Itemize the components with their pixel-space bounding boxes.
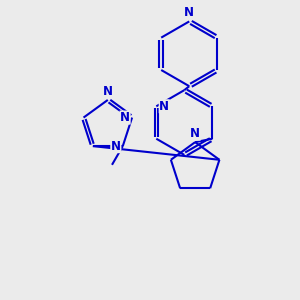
Text: N: N	[111, 140, 121, 153]
Text: N: N	[120, 111, 130, 124]
Text: N: N	[190, 127, 200, 140]
Text: N: N	[184, 7, 194, 20]
Text: N: N	[103, 85, 113, 98]
Text: N: N	[159, 100, 169, 113]
